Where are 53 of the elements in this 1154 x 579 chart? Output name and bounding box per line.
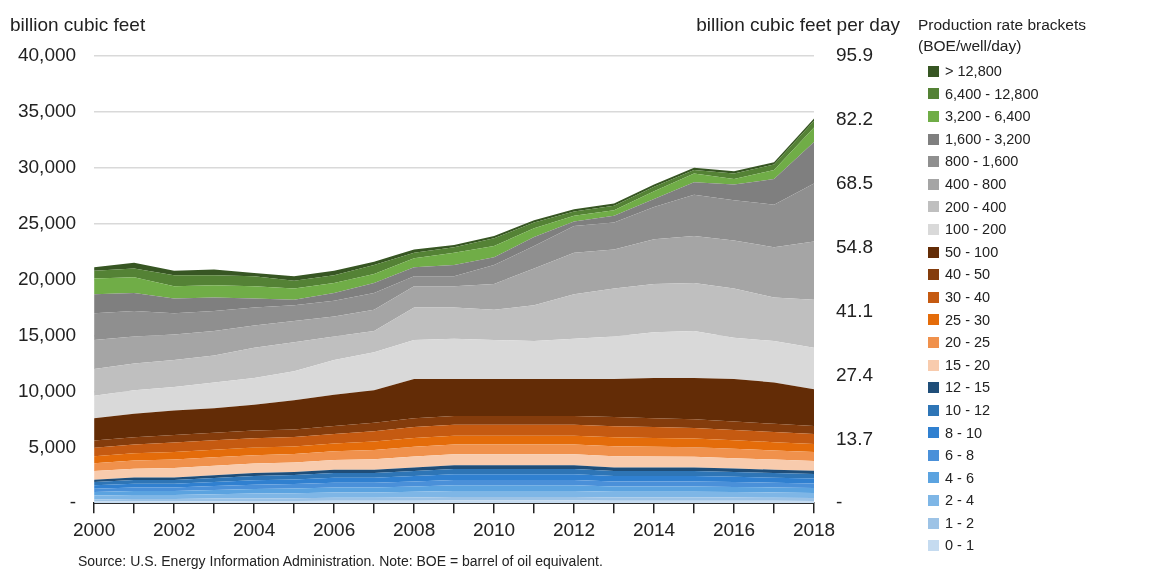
y-tick-label: -	[69, 491, 77, 513]
y2-axis-title: billion cubic feet per day	[696, 14, 901, 36]
legend-label: 8 - 10	[945, 423, 983, 443]
x-tick-label: 2016	[712, 518, 756, 540]
legend-label: 15 - 20	[945, 355, 991, 375]
y-tick-label: 20,000	[17, 267, 77, 289]
legend-label: 2 - 4	[945, 491, 975, 511]
x-tick-label: 2002	[152, 518, 196, 540]
legend-label: 6,400 - 12,800	[945, 84, 1039, 104]
x-tick-label: 2012	[552, 518, 596, 540]
y-tick-label: 35,000	[17, 100, 77, 122]
legend-label: 800 - 1,600	[945, 152, 1019, 172]
legend-label: 4 - 6	[945, 468, 975, 488]
legend-label: 25 - 30	[945, 310, 991, 330]
legend-label: > 12,800	[945, 62, 1002, 81]
y2-tick-label: 27.4	[836, 363, 874, 385]
legend-label: 200 - 400	[945, 197, 1007, 217]
x-tick-label: 2004	[232, 518, 276, 540]
y2-tick-label: -	[836, 491, 843, 513]
y-tick-label: 30,000	[17, 156, 77, 178]
legend-label: 6 - 8	[945, 446, 975, 466]
legend-label: 12 - 15	[945, 378, 991, 398]
x-tick-label: 2006	[312, 518, 356, 540]
x-tick-label: 2018	[792, 518, 836, 540]
y2-tick-label: 13.7	[836, 427, 873, 449]
y2-tick-label: 82.2	[836, 108, 873, 130]
x-tick-label: 2014	[632, 518, 676, 540]
y-tick-label: 10,000	[17, 379, 77, 401]
x-tick-label: 2000	[72, 518, 116, 540]
legend-label: 1 - 2	[945, 513, 975, 533]
source-note: Source: U.S. Energy Information Administration. Note: BOE = barrel of oil equivalent.	[78, 553, 603, 569]
y2-tick-label: 41.1	[836, 299, 873, 321]
legend-title: Production rate brackets (BOE/well/day)	[918, 15, 1087, 56]
legend-label: 0 - 1	[945, 536, 975, 556]
y2-tick-label: 95.9	[836, 44, 873, 66]
x-tick-label: 2008	[392, 518, 436, 540]
y2-tick-label: 68.5	[836, 172, 873, 194]
legend-label: 40 - 50	[945, 265, 991, 285]
y-tick-label: 25,000	[17, 211, 77, 233]
legend-label: 50 - 100	[945, 242, 999, 262]
legend-label: 100 - 200	[945, 220, 1007, 240]
x-tick-label: 2010	[472, 518, 516, 540]
y-tick-label: 5,000	[28, 435, 77, 457]
legend-label: 400 - 800	[945, 174, 1007, 194]
legend-label: 20 - 25	[945, 333, 991, 353]
y-tick-label: 40,000	[17, 44, 77, 66]
legend-label: 10 - 12	[945, 400, 991, 420]
legend-label: 1,600 - 3,200	[945, 129, 1031, 149]
y-axis-title: billion cubic feet	[10, 14, 146, 36]
y2-tick-label: 54.8	[836, 235, 873, 257]
legend-label: 30 - 40	[945, 287, 991, 307]
legend-label: 3,200 - 6,400	[945, 107, 1031, 127]
y-tick-label: 15,000	[17, 323, 77, 345]
